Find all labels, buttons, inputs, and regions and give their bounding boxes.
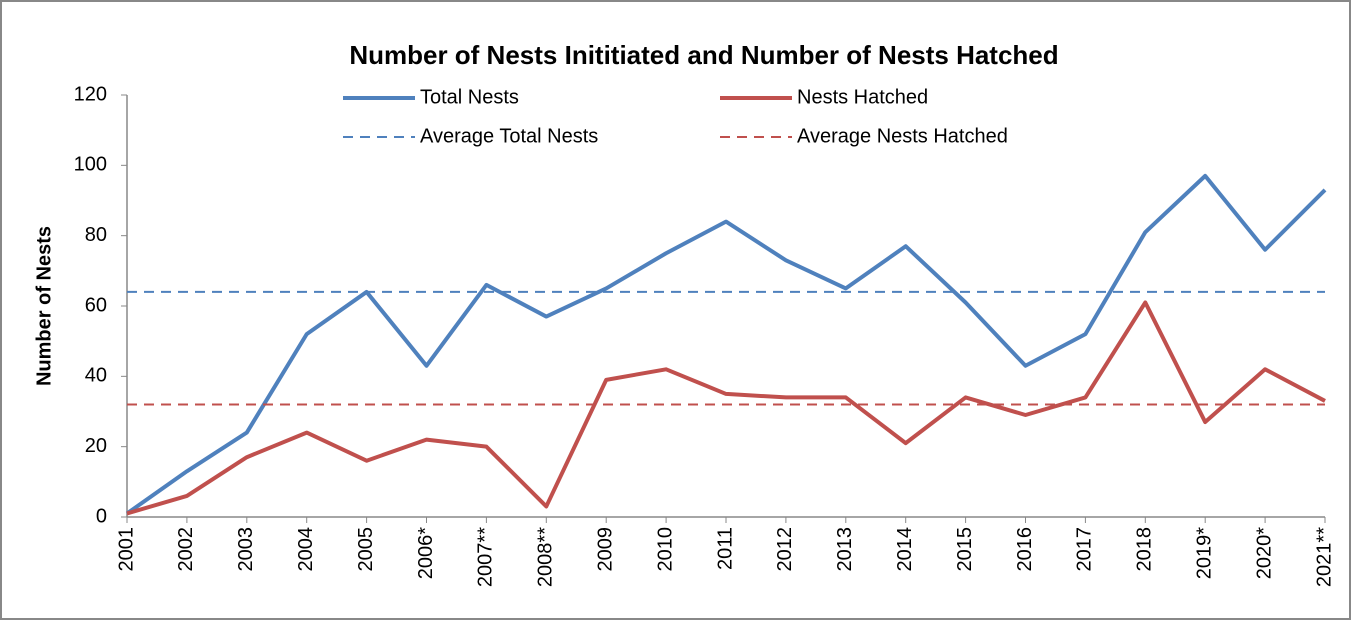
y-axis-label: Number of Nests	[33, 226, 55, 386]
x-tick-label: 2009	[594, 527, 616, 572]
y-tick-label: 100	[74, 154, 107, 176]
x-tick-label: 2001	[115, 527, 137, 572]
x-tick-label: 2016	[1014, 527, 1036, 572]
legend-label: Nests Hatched	[797, 86, 928, 108]
x-tick-label: 2021**	[1313, 527, 1335, 587]
x-tick-label: 2002	[175, 527, 197, 572]
y-tick-label: 0	[96, 505, 107, 527]
legend-label: Total Nests	[420, 86, 519, 108]
x-tick-label: 2019*	[1193, 527, 1215, 579]
x-tick-label: 2018	[1134, 527, 1156, 572]
y-tick-label: 120	[74, 83, 107, 105]
legend-label: Average Nests Hatched	[797, 125, 1008, 147]
x-tick-label: 2011	[714, 527, 736, 570]
x-tick-label: 2010	[654, 527, 676, 572]
x-tick-label: 2005	[355, 527, 377, 572]
x-tick-label: 2003	[235, 527, 257, 572]
x-tick-label: 2012	[774, 527, 796, 572]
series-line	[125, 173, 1327, 516]
x-tick-label: 2004	[295, 527, 317, 572]
chart-title: Number of Nests Inititiated and Number o…	[349, 40, 1058, 70]
x-tick-label: 2006*	[415, 527, 437, 579]
x-tick-label: 2008**	[535, 527, 557, 587]
y-tick-label: 60	[85, 294, 107, 316]
y-tick-label: 80	[85, 224, 107, 246]
legend-label: Average Total Nests	[420, 125, 598, 147]
x-tick-label: 2007**	[475, 527, 497, 587]
x-tick-label: 2014	[894, 527, 916, 572]
y-tick-label: 20	[85, 435, 107, 457]
y-tick-label: 40	[85, 365, 107, 387]
x-tick-label: 2020*	[1253, 527, 1275, 579]
x-tick-label: 2013	[834, 527, 856, 572]
x-tick-label: 2017	[1074, 527, 1096, 572]
x-tick-label: 2015	[954, 527, 976, 572]
series-line	[126, 300, 1326, 516]
